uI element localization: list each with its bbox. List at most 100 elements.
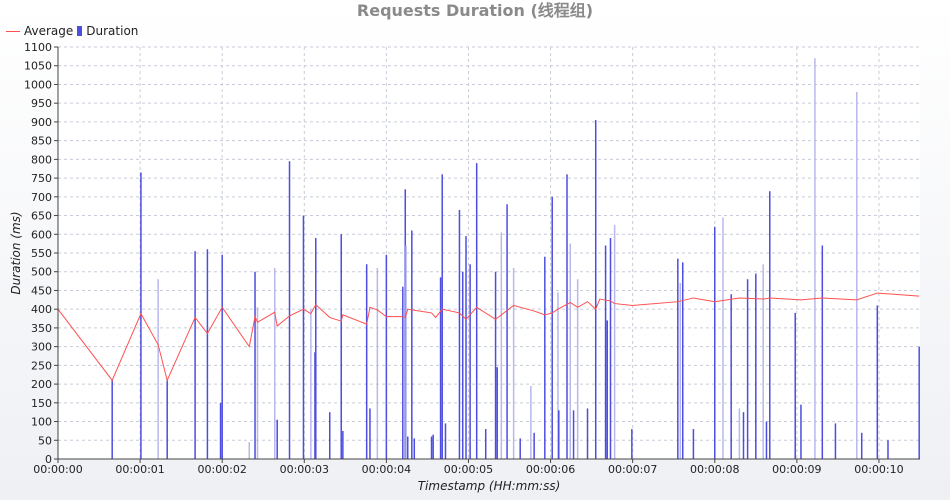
x-tick-label: 00:00:00	[33, 463, 82, 476]
duration-bar	[248, 442, 251, 459]
duration-bar	[769, 191, 771, 459]
duration-bar	[310, 309, 312, 459]
plot-area	[58, 47, 920, 459]
x-tick-label: 00:00:06	[526, 463, 575, 476]
y-tick-label: 550	[31, 247, 52, 260]
duration-bar	[814, 58, 816, 460]
y-tick-label: 950	[31, 97, 52, 110]
duration-bar	[506, 204, 508, 459]
duration-bar	[376, 267, 379, 459]
duration-bar	[496, 367, 498, 459]
x-tick-label: 00:00:01	[115, 463, 164, 476]
duration-bar	[765, 421, 768, 459]
duration-bar	[613, 224, 616, 459]
y-tick-label: 1050	[24, 60, 52, 73]
duration-bar	[609, 238, 612, 459]
duration-bar	[404, 189, 407, 459]
duration-bar	[762, 264, 764, 459]
y-tick-label: 0	[45, 453, 52, 466]
duration-bar	[918, 346, 920, 459]
duration-bar	[469, 264, 471, 459]
duration-bar	[439, 277, 442, 459]
duration-bar	[465, 236, 467, 459]
duration-bar	[405, 245, 407, 459]
duration-bar	[444, 423, 447, 459]
duration-bar	[314, 352, 316, 459]
duration-bar	[566, 174, 568, 459]
x-tick-label: 00:00:04	[362, 463, 411, 476]
x-tick-label: 00:00:08	[690, 463, 739, 476]
duration-bar	[315, 238, 317, 459]
duration-bar	[441, 174, 443, 459]
legend-average-swatch	[6, 30, 20, 32]
y-tick-labels: 0 50 100 150 200 250 300 350 400 450 500 550 600 650 7…	[24, 41, 58, 466]
duration-bar	[557, 292, 559, 459]
y-tick-label: 200	[31, 378, 52, 391]
y-tick-label: 250	[31, 359, 52, 372]
legend: Average Duration	[6, 23, 138, 39]
legend-duration-label: Duration	[86, 24, 139, 38]
duration-bar	[111, 380, 113, 459]
duration-bar	[430, 436, 433, 459]
duration-bar	[821, 245, 824, 459]
duration-bar	[458, 209, 461, 459]
duration-bar	[385, 254, 388, 459]
x-tick-label: 00:00:09	[772, 463, 821, 476]
duration-bar	[342, 430, 344, 459]
legend-duration-swatch	[77, 26, 83, 36]
duration-bar	[856, 91, 858, 459]
duration-bar	[569, 243, 572, 459]
duration-bar	[288, 161, 291, 460]
duration-bar	[876, 305, 879, 459]
duration-bar	[157, 279, 159, 459]
y-tick-label: 1100	[24, 41, 52, 54]
x-tick-labels: 00:00:00 00:00:01 00:00:02 00:00:03 00:00:04…	[33, 459, 904, 476]
duration-bar	[755, 273, 757, 459]
y-tick-label: 800	[31, 153, 52, 166]
duration-bar	[276, 419, 278, 459]
y-tick-label: 50	[38, 434, 52, 447]
duration-bar	[738, 408, 741, 459]
y-tick-label: 750	[31, 172, 52, 185]
duration-bar	[572, 410, 575, 459]
duration-bar	[631, 429, 633, 459]
duration-bar	[206, 249, 209, 459]
duration-bar	[681, 262, 684, 459]
duration-bar	[519, 438, 521, 459]
duration-bars	[111, 58, 920, 460]
y-tick-label: 500	[31, 266, 52, 279]
duration-bar	[221, 254, 223, 459]
duration-bar	[576, 279, 579, 459]
duration-bar	[512, 267, 515, 459]
duration-bar	[800, 404, 802, 459]
x-tick-label: 00:00:05	[444, 463, 493, 476]
y-tick-label: 600	[31, 228, 52, 241]
duration-bar	[302, 215, 305, 459]
duration-bar	[794, 312, 796, 459]
chart-title: Requests Duration (线程组)	[356, 1, 594, 20]
x-axis-label: Timestamp (HH:mm:ss)	[418, 479, 561, 493]
y-tick-label: 700	[31, 191, 52, 204]
y-tick-label: 450	[31, 284, 52, 297]
duration-bar	[730, 294, 732, 459]
y-tick-label: 350	[31, 322, 52, 335]
average-line	[57, 292, 920, 382]
duration-bar	[604, 245, 607, 459]
y-tick-label: 650	[31, 210, 52, 223]
duration-bar	[256, 307, 259, 459]
duration-bar	[484, 429, 487, 459]
x-tick-label: 00:00:07	[608, 463, 657, 476]
duration-bar	[475, 163, 478, 460]
duration-bar	[887, 440, 889, 459]
duration-bar	[834, 423, 837, 459]
duration-bar	[594, 120, 597, 459]
legend-average-label: Average	[24, 24, 74, 38]
duration-bar	[677, 258, 679, 459]
y-tick-label: 300	[31, 341, 52, 354]
duration-bar	[551, 196, 553, 459]
duration-bar	[140, 172, 142, 459]
x-tick-label: 00:00:03	[280, 463, 329, 476]
duration-bar	[365, 264, 368, 459]
duration-bar	[692, 429, 695, 459]
duration-bar	[432, 434, 434, 459]
